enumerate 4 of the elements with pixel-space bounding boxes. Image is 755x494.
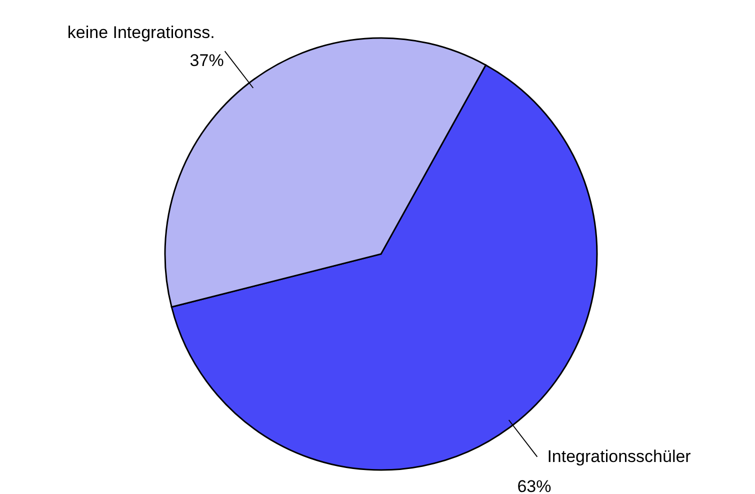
data-label: 37% [190, 51, 224, 70]
slice-label: keine Integrationss. [67, 23, 215, 42]
slice-label: Integrationsschüler [547, 446, 692, 466]
data-label: 63% [517, 476, 552, 494]
